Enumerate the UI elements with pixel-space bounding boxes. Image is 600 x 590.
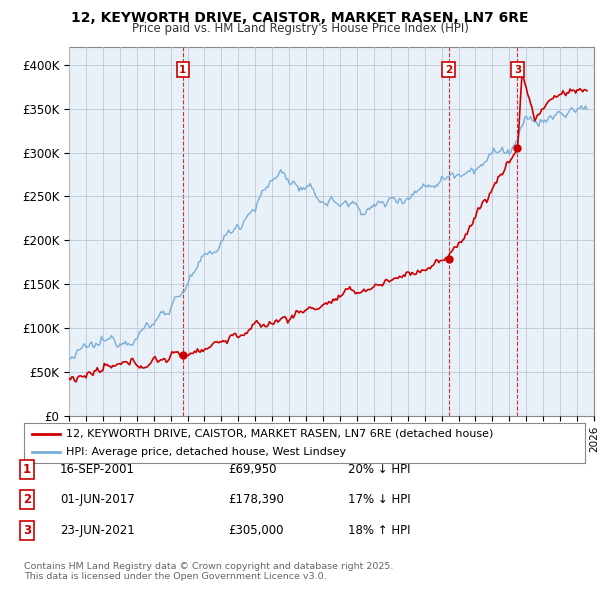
Text: 2: 2: [445, 65, 452, 75]
Text: 20% ↓ HPI: 20% ↓ HPI: [348, 463, 410, 476]
Text: 18% ↑ HPI: 18% ↑ HPI: [348, 524, 410, 537]
Text: 23-JUN-2021: 23-JUN-2021: [60, 524, 135, 537]
Text: 2: 2: [23, 493, 31, 506]
Text: HPI: Average price, detached house, West Lindsey: HPI: Average price, detached house, West…: [66, 447, 346, 457]
Text: £305,000: £305,000: [228, 524, 284, 537]
Text: 17% ↓ HPI: 17% ↓ HPI: [348, 493, 410, 506]
Text: £69,950: £69,950: [228, 463, 277, 476]
Text: 12, KEYWORTH DRIVE, CAISTOR, MARKET RASEN, LN7 6RE (detached house): 12, KEYWORTH DRIVE, CAISTOR, MARKET RASE…: [66, 429, 493, 439]
Text: Contains HM Land Registry data © Crown copyright and database right 2025.
This d: Contains HM Land Registry data © Crown c…: [24, 562, 394, 581]
Text: 1: 1: [23, 463, 31, 476]
Text: Price paid vs. HM Land Registry's House Price Index (HPI): Price paid vs. HM Land Registry's House …: [131, 22, 469, 35]
Text: 3: 3: [23, 524, 31, 537]
Text: 12, KEYWORTH DRIVE, CAISTOR, MARKET RASEN, LN7 6RE: 12, KEYWORTH DRIVE, CAISTOR, MARKET RASE…: [71, 11, 529, 25]
Text: 3: 3: [514, 65, 521, 75]
Text: £178,390: £178,390: [228, 493, 284, 506]
Text: 16-SEP-2001: 16-SEP-2001: [60, 463, 135, 476]
Text: 1: 1: [179, 65, 187, 75]
Text: 01-JUN-2017: 01-JUN-2017: [60, 493, 135, 506]
